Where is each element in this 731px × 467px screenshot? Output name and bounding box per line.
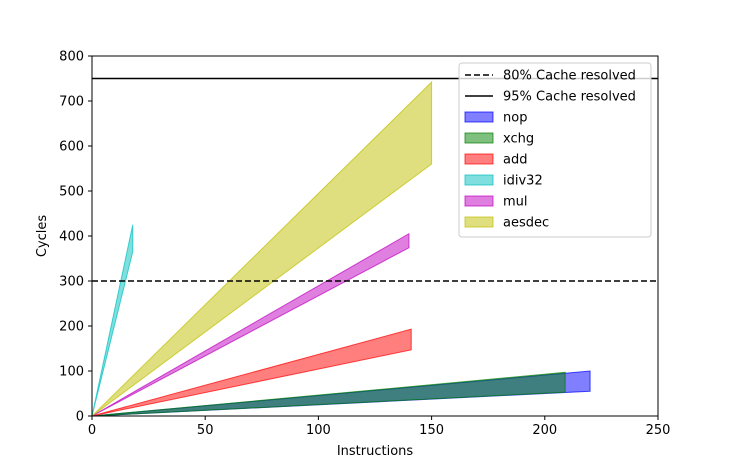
y-tick-label: 500 xyxy=(59,185,84,200)
legend-label: xchg xyxy=(503,132,534,147)
legend-patch-swatch xyxy=(464,153,494,165)
y-tick-label: 400 xyxy=(59,230,84,245)
legend-patch-swatch xyxy=(464,132,494,144)
x-tick-label: 0 xyxy=(88,423,96,438)
x-tick-label: 250 xyxy=(646,423,671,438)
legend-patch-swatch xyxy=(464,195,494,207)
y-tick-label: 100 xyxy=(59,365,84,380)
legend-label: aesdec xyxy=(503,216,549,231)
band-add xyxy=(91,328,412,417)
x-tick-label: 150 xyxy=(419,423,444,438)
legend-label: add xyxy=(503,153,527,168)
y-tick-label: 600 xyxy=(59,140,84,155)
legend: 80% Cache resolved 95% Cache resolved nop x… xyxy=(458,62,652,238)
band-xchg xyxy=(91,371,566,417)
legend-label: idiv32 xyxy=(503,174,543,189)
y-axis-ticks: 0 100 200 300 400 500 600 700 800 xyxy=(59,50,92,425)
band-idiv32 xyxy=(91,224,134,417)
legend-box xyxy=(458,62,652,238)
y-tick-label: 800 xyxy=(59,50,84,65)
legend-label: 80% Cache resolved xyxy=(503,69,636,84)
x-axis-title: Instructions xyxy=(337,444,414,459)
series-bands xyxy=(91,80,591,417)
y-axis-title: Cycles xyxy=(35,215,50,258)
legend-label: 95% Cache resolved xyxy=(503,90,636,105)
y-tick-label: 0 xyxy=(76,410,84,425)
x-axis-ticks: 0 50 100 150 200 250 xyxy=(88,416,671,438)
band-aesdec xyxy=(91,80,433,417)
legend-patch-swatch xyxy=(464,216,494,228)
x-tick-label: 50 xyxy=(197,423,214,438)
legend-label: nop xyxy=(503,111,527,126)
y-tick-label: 700 xyxy=(59,95,84,110)
x-tick-label: 100 xyxy=(306,423,331,438)
legend-patch-swatch xyxy=(464,111,494,123)
legend-patch-swatch xyxy=(464,174,494,186)
x-tick-label: 200 xyxy=(532,423,557,438)
band-mul xyxy=(91,232,410,417)
y-tick-label: 200 xyxy=(59,320,84,335)
y-tick-label: 300 xyxy=(59,275,84,290)
legend-label: mul xyxy=(503,195,528,210)
